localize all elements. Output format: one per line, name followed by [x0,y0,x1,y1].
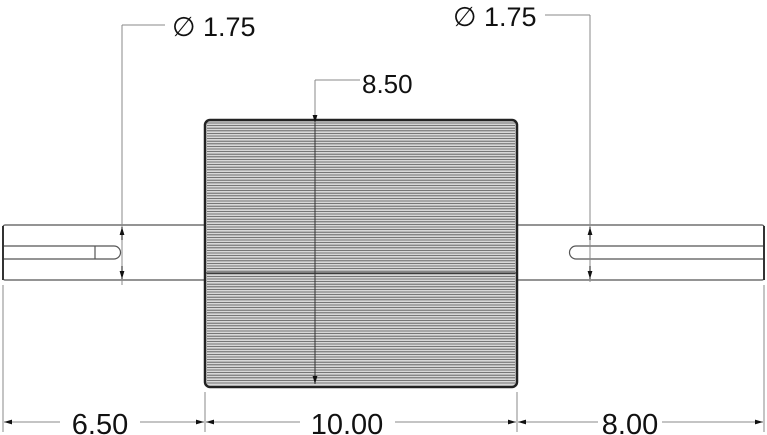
drum-diameter-dimension: 8.50 [312,69,413,384]
drum-knurl-lines [207,122,515,384]
drum-length-label: 10.00 [311,409,384,435]
diameter-symbol: ∅ [453,2,477,32]
length-dimensions: 6.50 10.00 8.00 [2,285,765,435]
right-keyway [568,245,764,260]
right-shaft-length-label: 8.00 [602,409,658,435]
left-shaft-length-label: 6.50 [72,409,128,435]
drum-diameter-label: 8.50 [362,69,413,99]
left-keyway [3,245,122,260]
left-shaft-diameter-dimension: ∅ 1.75 [119,12,256,285]
right-shaft-diameter-dimension: ∅ 1.75 [453,2,593,282]
right-diameter-label: 1.75 [484,2,537,32]
drum [203,118,519,389]
diameter-symbol: ∅ [172,12,196,42]
left-diameter-label: 1.75 [203,12,256,42]
